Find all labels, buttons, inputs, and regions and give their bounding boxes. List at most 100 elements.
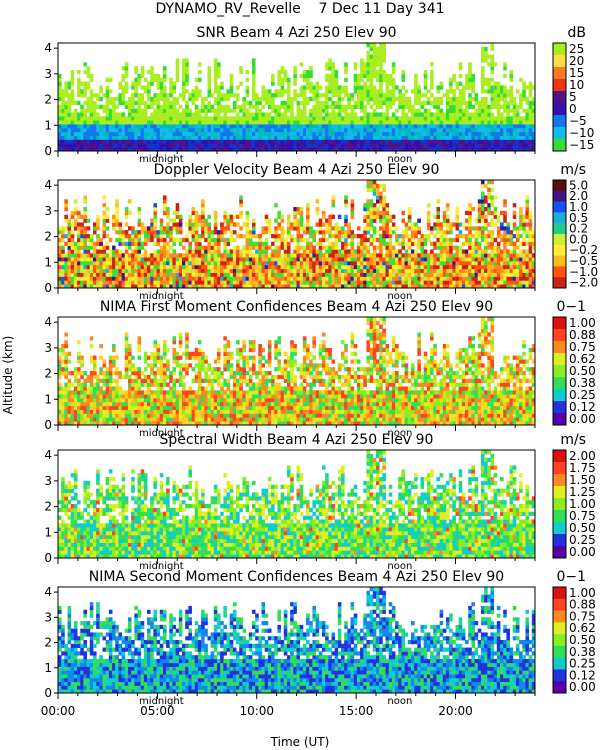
colorbar-swatch	[553, 669, 566, 682]
colorbar-tick-label: 0.25	[569, 533, 596, 547]
colorbar-tick-label: 0.0	[569, 232, 588, 246]
panel-1: SNR Beam 4 Azi 250 Elev 90 dB 0 1 2 3 4 midnigh…	[44, 25, 594, 165]
colorbar-unit: 0−1	[556, 569, 586, 585]
colorbar-swatch	[553, 587, 566, 600]
colorbar-tick-label: 0	[569, 102, 577, 116]
colorbar-tick-label: 2.00	[569, 449, 596, 463]
heatmap-cells	[58, 317, 536, 426]
colorbar-swatch	[553, 139, 566, 152]
colorbar-unit: 0−1	[556, 299, 586, 315]
colorbar-tick-label: 0.88	[569, 598, 596, 612]
x-tick-label: 20:00	[438, 704, 473, 718]
colorbar-swatch	[553, 234, 566, 246]
panel-title: NIMA First Moment Confidences Beam 4 Azi…	[100, 299, 493, 315]
colorbar-tick-label: 0.38	[569, 645, 596, 659]
y-tick-label: 2	[44, 367, 52, 381]
colorbar-swatch	[553, 610, 566, 623]
colorbar-tick-label: 2.0	[569, 189, 588, 203]
colorbar-tick-label: 0.38	[569, 376, 596, 390]
colorbar-swatch	[553, 450, 566, 463]
colorbar-tick-label: 0.50	[569, 633, 596, 647]
colorbar-tick-label: 0.00	[569, 545, 596, 559]
colorbar-tick-label: 15	[569, 66, 584, 80]
colorbar-swatch	[553, 546, 566, 559]
y-tick-label: 4	[44, 448, 52, 462]
y-tick-label: 1	[44, 661, 52, 675]
panel-3: NIMA First Moment Confidences Beam 4 Azi…	[44, 299, 595, 439]
colorbar-swatch	[553, 486, 566, 499]
panel-title: Spectral Width Beam 4 Azi 250 Elev 90	[160, 432, 434, 448]
colorbar-tick-label: 25	[569, 42, 584, 56]
y-tick-label: 4	[44, 41, 52, 55]
panel-title: Doppler Velocity Beam 4 Azi 250 Elev 90	[154, 162, 440, 178]
colorbar-swatch	[553, 474, 566, 487]
y-tick-label: 1	[44, 118, 52, 132]
colorbar-tick-label: −0.2	[569, 243, 598, 257]
colorbar-swatch	[553, 244, 566, 256]
colorbar-tick-label: 0.12	[569, 400, 596, 414]
colorbar-swatch	[553, 317, 566, 330]
colorbar-tick-label: 0.50	[569, 521, 596, 535]
y-tick-label: 0	[44, 551, 52, 565]
colorbar-tick-label: 1.25	[569, 485, 596, 499]
x-marker-midnight: midnight	[139, 291, 184, 302]
heatmap-cells	[58, 587, 536, 694]
colorbar-tick-label: 0.62	[569, 352, 596, 366]
colorbar-tick-label: 5	[569, 90, 577, 104]
colorbar-unit: dB	[568, 25, 587, 41]
y-tick-label: 0	[44, 686, 52, 700]
x-marker-noon: noon	[387, 154, 412, 165]
colorbar-swatch	[553, 634, 566, 647]
colorbar-swatch	[553, 598, 566, 611]
y-tick-label: 1	[44, 255, 52, 269]
colorbar-tick-label: 10	[569, 78, 584, 92]
colorbar: 5.02.01.00.50.20.0−0.2−0.5−1.0−2.0	[552, 178, 598, 290]
colorbar-tick-label: 1.00	[569, 316, 596, 330]
y-tick-label: 2	[44, 230, 52, 244]
x-marker-midnight: midnight	[139, 154, 184, 165]
colorbar-swatch	[553, 67, 566, 80]
colorbar-tick-label: 0.12	[569, 668, 596, 682]
colorbar-tick-label: 0.75	[569, 509, 596, 523]
x-marker-midnight: midnight	[139, 696, 184, 707]
colorbar-tick-label: −10	[569, 126, 594, 140]
y-tick-label: 2	[44, 636, 52, 650]
colorbar-swatch	[553, 212, 566, 224]
x-tick-label: 15:00	[339, 704, 374, 718]
heatmap-cells	[58, 450, 536, 559]
colorbar-swatch	[553, 657, 566, 670]
colorbar-swatch	[553, 223, 566, 235]
x-tick-label: 10:00	[239, 704, 274, 718]
colorbar-tick-label: −2.0	[569, 276, 598, 290]
y-tick-label: 0	[44, 144, 52, 158]
colorbar-tick-label: 1.0	[569, 200, 588, 214]
colorbar-frame	[552, 316, 567, 426]
colorbar-tick-label: 0.88	[569, 328, 596, 342]
y-tick-label: 3	[44, 474, 52, 488]
colorbar-tick-label: 0.50	[569, 364, 596, 378]
y-tick-label: 1	[44, 525, 52, 539]
colorbar-swatch	[553, 534, 566, 547]
colorbar-frame	[552, 42, 567, 152]
colorbar-swatch	[553, 115, 566, 128]
colorbar-tick-label: 1.50	[569, 473, 596, 487]
panel-4: Spectral Width Beam 4 Azi 250 Elev 90 m/s…	[44, 432, 595, 572]
colorbar-unit: m/s	[560, 162, 586, 178]
colorbar-tick-label: −15	[569, 138, 594, 152]
colorbar-swatch	[553, 510, 566, 523]
y-tick-label: 2	[44, 93, 52, 107]
x-marker-noon: noon	[387, 428, 412, 439]
colorbar-tick-label: 0.62	[569, 621, 596, 635]
colorbar-swatch	[553, 329, 566, 342]
colorbar-tick-label: 0.5	[569, 211, 588, 225]
colorbar-swatch	[553, 255, 566, 267]
colorbar-swatch	[553, 79, 566, 92]
y-tick-label: 4	[44, 178, 52, 192]
colorbar-swatch	[553, 201, 566, 213]
colorbar-swatch	[553, 277, 566, 289]
colorbar-swatch	[553, 180, 566, 192]
colorbar-swatch	[553, 91, 566, 104]
colorbar-tick-label: 0.00	[569, 412, 596, 426]
colorbar-swatch	[553, 401, 566, 414]
